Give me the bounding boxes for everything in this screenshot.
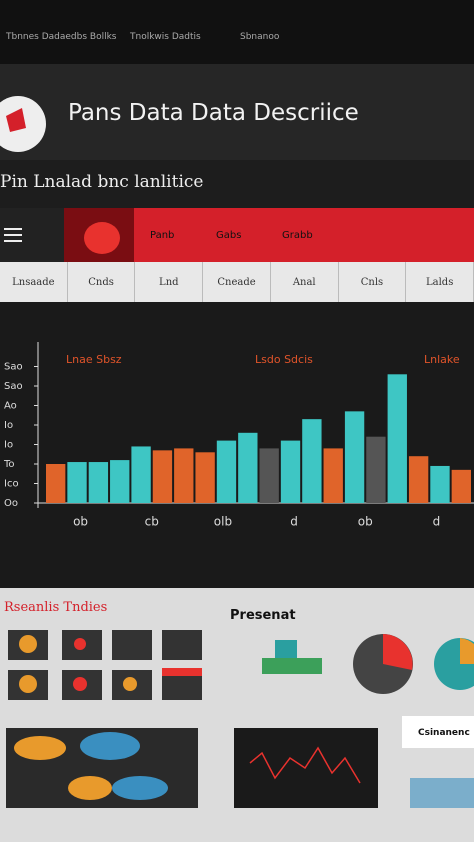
bar <box>67 462 87 503</box>
top-link[interactable]: Sbnanoo <box>240 32 280 42</box>
bar <box>174 448 194 503</box>
nav-item[interactable]: Grabb <box>282 230 313 241</box>
x-tick-label: ob <box>73 515 88 529</box>
panel-title: Csinanenc <box>418 728 470 738</box>
tab[interactable]: Lnd <box>135 262 204 302</box>
menu-button[interactable] <box>0 208 64 262</box>
panel-title: Presenat <box>230 608 296 623</box>
bar <box>88 462 109 503</box>
bar <box>110 460 130 503</box>
bar <box>46 464 66 503</box>
panel-graphics <box>6 630 474 808</box>
bottom-panels: Rseanlis Tndies Presenat Csinanenc <box>0 588 474 842</box>
tab[interactable]: Lalds <box>406 262 474 302</box>
bar <box>323 448 343 503</box>
nav-image <box>64 208 134 262</box>
bar <box>259 448 279 503</box>
tab-row: Lnsaade Cnds Lnd Cneade Anal Cnls Lalds <box>0 262 474 302</box>
panel-title: Rseanlis Tndies <box>4 600 108 615</box>
logo <box>0 96 46 152</box>
nav-item[interactable]: Panb <box>150 230 175 241</box>
bar-chart: Oo Ico To Io Io Ao Sao Sao Lnae Sbsz Lsdo Sdcis Ln… <box>0 302 474 588</box>
nav-bar: Panb Gabs Grabb <box>0 208 474 262</box>
bar <box>238 432 258 503</box>
bar <box>195 452 215 503</box>
series-label: Lnlake <box>424 353 460 366</box>
x-tick-label: d <box>433 515 441 529</box>
bar <box>152 450 173 503</box>
tab[interactable]: Anal <box>271 262 339 302</box>
tab[interactable]: Cnls <box>339 262 407 302</box>
bar <box>216 440 237 503</box>
tab[interactable]: Cneade <box>203 262 271 302</box>
y-tick-label: Sao <box>4 381 23 392</box>
top-link[interactable]: Tnolkwis Dadtis <box>130 32 201 42</box>
y-tick-label: Ao <box>4 401 17 412</box>
header <box>0 64 474 160</box>
y-tick-label: To <box>3 459 15 470</box>
top-bar: Tbnnes Dadaedbs Bollks Tnolkwis Dadtis S… <box>0 0 474 64</box>
bar <box>451 469 471 503</box>
bar <box>430 465 450 503</box>
bar <box>131 446 151 503</box>
page-title: Pans Data Data Descriice <box>68 100 359 126</box>
x-tick-label: d <box>290 515 298 529</box>
nav-item[interactable]: Gabs <box>216 230 242 241</box>
tab[interactable]: Lnsaade <box>0 262 68 302</box>
bar <box>302 419 322 503</box>
y-tick-label: Ico <box>4 479 19 490</box>
tab[interactable]: Cnds <box>68 262 136 302</box>
y-tick-label: Oo <box>4 498 18 509</box>
bar <box>387 374 407 503</box>
series-label: Lnae Sbsz <box>66 353 122 366</box>
bar <box>280 440 301 503</box>
y-tick-label: Io <box>4 420 13 431</box>
series-label: Lsdo Sdcis <box>255 353 313 366</box>
x-tick-label: olb <box>214 515 232 529</box>
x-tick-label: cb <box>145 515 159 529</box>
bar <box>344 411 365 503</box>
y-tick-label: Sao <box>4 362 23 373</box>
bar <box>408 456 429 503</box>
y-tick-label: Io <box>4 440 13 451</box>
subtitle: Pin Lnalad bnc lanlitice <box>0 172 204 192</box>
x-tick-label: ob <box>358 515 373 529</box>
top-link[interactable]: Tbnnes Dadaedbs Bollks <box>6 32 117 42</box>
bar <box>366 436 386 503</box>
